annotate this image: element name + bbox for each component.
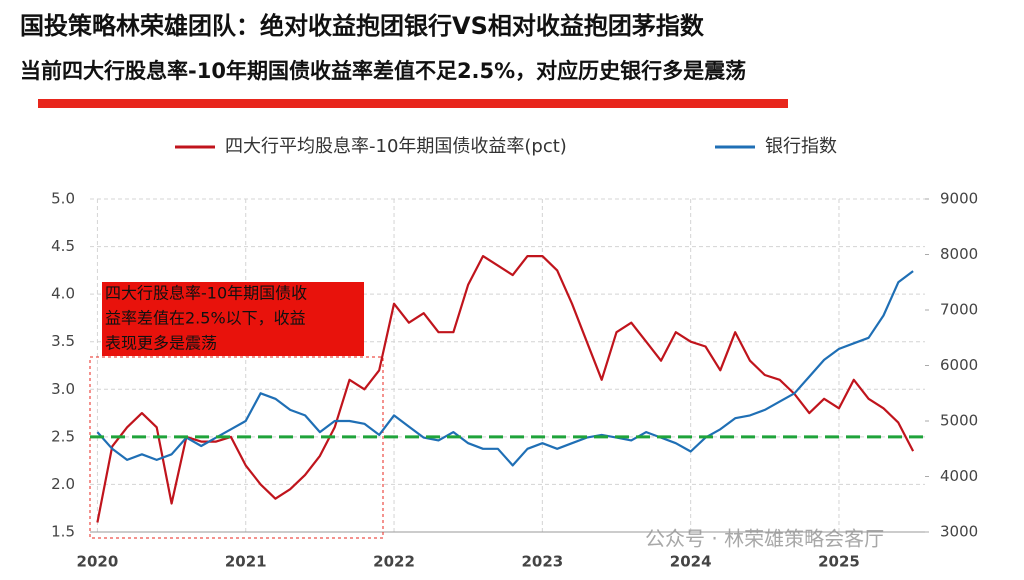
annotation-text: 表现更多是震荡 xyxy=(105,334,217,353)
x-tick-label: 2021 xyxy=(225,553,267,571)
y2-tick-label: 5000 xyxy=(940,412,978,430)
y-tick-label: 3.0 xyxy=(51,380,75,398)
annotation-background xyxy=(102,282,364,356)
y-tick-label: 4.5 xyxy=(51,237,75,255)
x-tick-label: 2022 xyxy=(373,553,415,571)
watermark: 公众号 · 林荣雄策略会客厅 xyxy=(645,527,884,551)
legend-label: 四大行平均股息率-10年期国债收益率(pct) xyxy=(225,136,567,157)
y2-tick-label: 4000 xyxy=(940,467,978,485)
y-tick-label: 2.0 xyxy=(51,475,75,493)
y-tick-label: 4.0 xyxy=(51,285,75,303)
chart-title: 国投策略林荣雄团队：绝对收益抱团银行VS相对收益抱团茅指数 xyxy=(20,12,705,40)
annotation-text: 益率差值在2.5%以下，收益 xyxy=(105,309,306,328)
series-line xyxy=(96,255,915,523)
y-tick-label: 5.0 xyxy=(51,190,75,208)
y-tick-label: 2.5 xyxy=(51,427,75,445)
chart-subtitle: 当前四大行股息率-10年期国债收益率差值不足2.5%，对应历史银行多是震荡 xyxy=(20,59,746,83)
x-tick-label: 2024 xyxy=(670,553,712,571)
y2-tick-label: 7000 xyxy=(940,301,978,319)
x-tick-label: 2020 xyxy=(77,553,119,571)
highlight-box xyxy=(89,356,384,539)
x-tick-label: 2023 xyxy=(521,553,563,571)
y2-tick-label: 9000 xyxy=(940,190,978,208)
y-tick-label: 1.5 xyxy=(51,523,75,541)
y2-tick-label: 3000 xyxy=(940,523,978,541)
x-tick-label: 2025 xyxy=(818,553,860,571)
series-line xyxy=(96,270,914,467)
legend-label: 银行指数 xyxy=(765,136,837,157)
y-tick-label: 3.5 xyxy=(51,332,75,350)
title-underline xyxy=(38,99,788,108)
y2-tick-label: 6000 xyxy=(940,356,978,374)
y2-tick-label: 8000 xyxy=(940,245,978,263)
annotation-text: 四大行股息率-10年期国债收 xyxy=(105,284,307,303)
